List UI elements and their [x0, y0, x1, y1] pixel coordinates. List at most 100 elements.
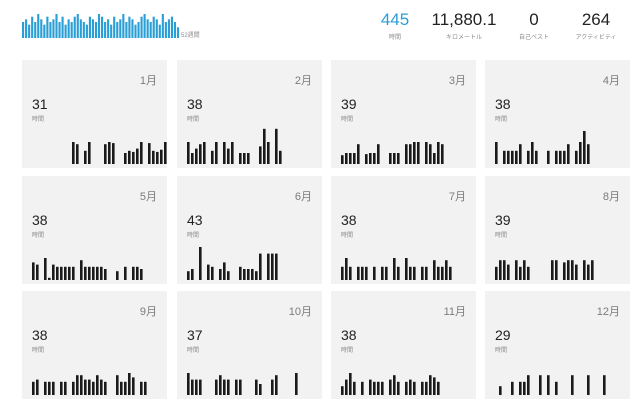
day-bar: [84, 379, 87, 395]
day-bar: [405, 144, 408, 164]
day-bar: [587, 144, 590, 164]
day-bar: [251, 269, 254, 280]
day-bar: [499, 260, 502, 280]
day-bar: [100, 379, 103, 395]
day-bar: [164, 142, 167, 164]
month-hours-label: 時間: [187, 117, 200, 123]
day-bar: [211, 266, 214, 280]
month-hours-label: 時間: [341, 348, 354, 354]
week-bar: [76, 14, 79, 38]
week-bar: [161, 14, 164, 38]
day-bar: [389, 379, 392, 395]
day-bar: [124, 381, 127, 395]
month-card[interactable]: 5月 38 時間: [22, 176, 167, 284]
day-bar: [195, 148, 198, 164]
month-daily-chart: [495, 131, 590, 164]
day-bar: [417, 142, 420, 164]
day-bar: [84, 150, 87, 164]
week-bar: [125, 22, 128, 38]
week-bar: [91, 19, 95, 38]
day-bar: [437, 381, 440, 395]
month-daily-chart: [32, 373, 147, 395]
weekly-range-label: 52週間: [181, 33, 200, 39]
month-card[interactable]: 10月 37 時間: [177, 291, 322, 399]
day-bar: [349, 153, 352, 164]
day-bar: [353, 381, 356, 395]
day-bar: [271, 253, 274, 280]
day-bar: [239, 153, 242, 164]
day-bar: [255, 271, 258, 280]
stat-pb-value: 0: [529, 10, 539, 29]
month-grid: 1月 31 時間 2月 38 時間 3月 39 時間 4月 38 時間 5月 38 時間 6月 43 時間 7月 38…: [22, 60, 640, 400]
month-hours-value: 38: [187, 96, 203, 112]
month-hours-label: 時間: [495, 348, 508, 354]
week-bar: [113, 16, 116, 38]
day-bar: [373, 266, 376, 280]
day-bar: [104, 144, 107, 164]
day-bar: [523, 381, 526, 395]
day-bar: [385, 266, 388, 280]
day-bar: [441, 144, 444, 164]
month-card[interactable]: 11月 38 時間: [331, 291, 476, 399]
week-bar: [37, 14, 40, 38]
week-bar: [110, 24, 113, 38]
day-bar: [80, 375, 83, 395]
day-bar: [231, 142, 234, 164]
day-bar: [148, 143, 151, 164]
day-bar: [72, 142, 75, 164]
month-card[interactable]: 12月 29 時間: [485, 291, 630, 399]
month-hours-value: 29: [495, 327, 511, 343]
day-bar: [84, 266, 87, 280]
month-daily-chart: [341, 373, 440, 395]
day-bar: [425, 381, 428, 395]
month-card[interactable]: 8月 39 時間: [485, 176, 630, 284]
month-card[interactable]: 3月 39 時間: [331, 60, 476, 168]
day-bar: [136, 148, 139, 164]
month-name: 9月: [139, 306, 157, 318]
day-bar: [507, 264, 510, 280]
weekly-activity-chart[interactable]: [22, 10, 180, 38]
day-bar: [575, 264, 578, 280]
day-bar: [353, 153, 356, 164]
week-bar: [67, 19, 70, 38]
day-bar: [124, 266, 127, 280]
day-bar: [191, 269, 194, 280]
week-bar: [152, 16, 155, 38]
day-bar: [341, 266, 344, 280]
day-bar: [527, 375, 530, 395]
day-bar: [381, 266, 384, 280]
stat-distance[interactable]: 11,880.1 キロメートル: [424, 10, 504, 41]
week-bar: [104, 22, 107, 38]
day-bar: [223, 379, 226, 395]
stat-activities[interactable]: 264 アクティビティ: [556, 10, 636, 41]
week-bar: [107, 19, 110, 38]
day-bar: [349, 266, 352, 280]
week-bar: [94, 22, 98, 38]
day-bar: [247, 269, 250, 280]
day-bar: [515, 260, 518, 280]
week-bar: [46, 16, 49, 38]
month-card[interactable]: 1月 31 時間: [22, 60, 167, 168]
day-bar: [128, 373, 131, 395]
day-bar: [397, 381, 400, 395]
month-name: 4月: [602, 75, 620, 87]
day-bar: [579, 142, 582, 164]
day-bar: [499, 386, 502, 395]
month-card[interactable]: 6月 43 時間: [177, 176, 322, 284]
stat-personal-best[interactable]: 0 自己ベスト: [494, 10, 574, 41]
day-bar: [187, 373, 190, 395]
day-bar: [271, 379, 274, 395]
day-bar: [108, 142, 111, 164]
week-bar: [31, 16, 34, 38]
stat-activities-label: アクティビティ: [575, 35, 617, 41]
day-bar: [405, 258, 408, 280]
week-bar: [167, 19, 170, 38]
weekly-bars: [22, 14, 180, 38]
month-card[interactable]: 2月 38 時間: [177, 60, 322, 168]
month-card[interactable]: 9月 38 時間: [22, 291, 167, 399]
day-bar: [503, 150, 506, 164]
month-card[interactable]: 4月 38 時間: [485, 60, 630, 168]
stat-hours[interactable]: 445 時間: [355, 10, 435, 41]
day-bar: [44, 258, 47, 280]
month-card[interactable]: 7月 38 時間: [331, 176, 476, 284]
